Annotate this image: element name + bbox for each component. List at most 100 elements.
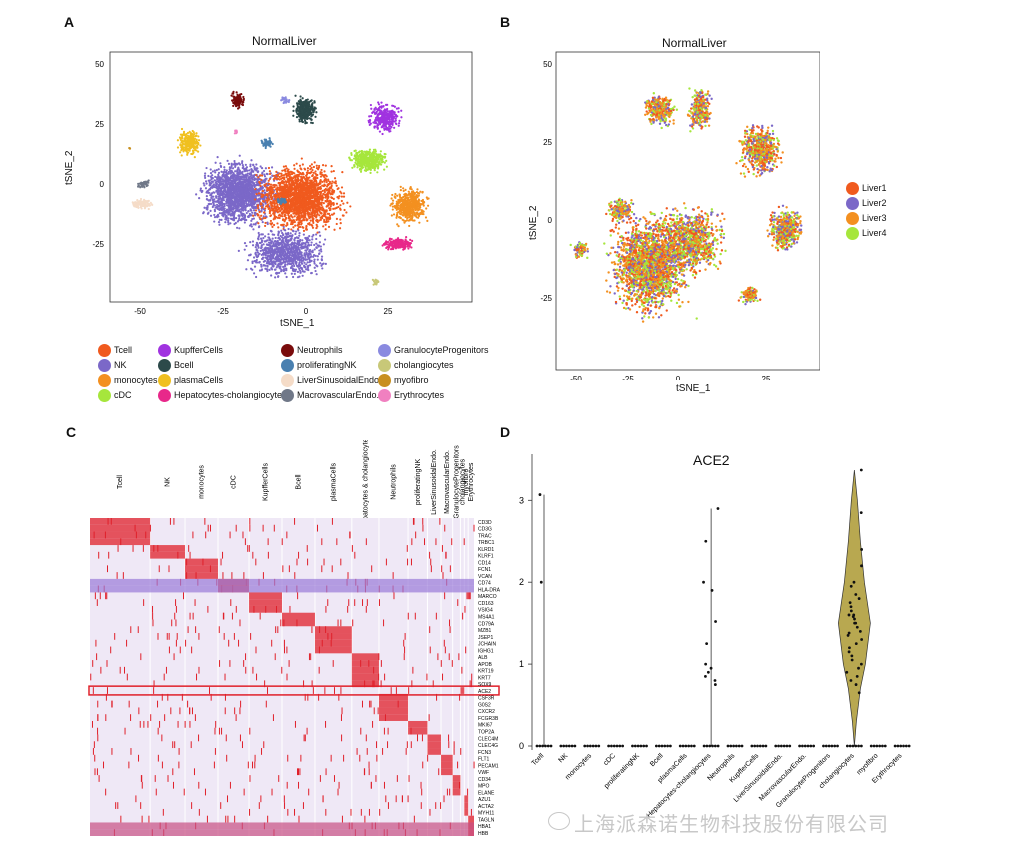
tsne-point [229, 171, 232, 174]
tsne-point [298, 193, 301, 196]
tsne-point [276, 177, 279, 180]
tsne-point [289, 203, 293, 206]
tsne-point [296, 169, 299, 172]
tsne-point [274, 250, 277, 253]
tsne-point [222, 186, 225, 189]
tsne-point [286, 247, 289, 250]
tsne-point [285, 183, 288, 186]
tsne-point [268, 254, 272, 257]
tsne-point [412, 211, 415, 214]
tsne-point [318, 241, 321, 244]
tsne-point [264, 224, 267, 228]
tsne-point [299, 255, 303, 259]
tsne-point [237, 171, 240, 174]
tsne-point [244, 192, 247, 195]
tsne-point [256, 171, 259, 174]
tsne-point [284, 165, 288, 168]
tsne-point [310, 272, 313, 275]
tsne-point [284, 258, 288, 261]
tsne-point [268, 177, 271, 181]
tsne-point [292, 226, 295, 229]
tsne-point [287, 172, 290, 175]
tsne-point [246, 259, 250, 262]
tsne-point [216, 187, 220, 190]
tsne-point [264, 199, 268, 202]
tsne-point [218, 197, 221, 201]
tsne-point [415, 216, 418, 219]
tsne-point [225, 202, 228, 205]
tsne-point [295, 162, 298, 165]
tsne-point [238, 202, 242, 205]
tsne-point [290, 254, 294, 257]
tsne-point [305, 224, 308, 228]
tsne-point [262, 215, 265, 218]
tsne-point [209, 194, 213, 197]
tsne-point [400, 199, 403, 203]
tsne-point [274, 276, 277, 279]
tsne-point [293, 212, 296, 215]
tsne-point [253, 265, 257, 268]
tsne-point [301, 219, 305, 222]
tsne-point [296, 194, 299, 198]
tsne-point [236, 199, 240, 202]
tsne-point [426, 197, 429, 200]
tsne-point [270, 188, 273, 191]
tsne-point [262, 260, 265, 263]
tsne-point [291, 241, 294, 245]
tsne-point [205, 182, 208, 185]
tsne-point [245, 187, 248, 191]
tsne-point [308, 182, 311, 185]
tsne-point [228, 166, 231, 169]
tsne-point [296, 173, 300, 177]
tsne-point [392, 213, 396, 216]
tsne-point [241, 172, 244, 175]
tsne-point [216, 192, 219, 196]
tsne-point [290, 181, 293, 184]
tsne-point [221, 178, 224, 181]
tsne-point [329, 205, 332, 208]
tsne-point [224, 173, 228, 177]
tsne-point [263, 248, 266, 252]
tsne-point [298, 251, 301, 254]
tsne-point [407, 216, 410, 219]
tsne-point [200, 190, 203, 194]
tsne-point [315, 226, 318, 230]
tsne-point [237, 214, 240, 217]
tsne-point [322, 225, 325, 228]
tsne-point [282, 255, 285, 258]
tsne-point [278, 186, 281, 190]
tsne-point [250, 194, 253, 197]
tsne-point [220, 204, 224, 207]
tsne-point [311, 210, 314, 213]
tsne-point [261, 220, 264, 224]
tsne-point [284, 253, 287, 256]
tsne-point [285, 194, 288, 197]
tsne-point [302, 183, 305, 186]
tsne-point [414, 195, 417, 198]
tsne-point [418, 208, 421, 211]
tsne-point [209, 202, 213, 206]
tsne-point [422, 204, 425, 207]
tsne-point [268, 170, 271, 173]
tsne-point [241, 185, 244, 188]
tsne-point [232, 217, 236, 220]
tsne-point [281, 218, 285, 222]
tsne-point [279, 256, 283, 259]
tsne-point [333, 228, 336, 231]
tsne-point [252, 209, 256, 212]
tsne-point [224, 190, 227, 193]
tsne-point [280, 180, 283, 183]
tsne-point [294, 175, 297, 179]
tsne-point [402, 187, 405, 190]
tsne-point [403, 203, 406, 206]
tsne-point [243, 196, 246, 199]
tsne-point [290, 262, 293, 265]
tsne-point [268, 244, 271, 247]
tsne-point [310, 250, 313, 253]
tsne-point [298, 231, 301, 235]
tsne-point [301, 173, 304, 176]
tsne-point [303, 253, 306, 256]
tsne-point [209, 168, 212, 171]
tsne-point [297, 208, 300, 211]
tsne-point [251, 240, 255, 243]
